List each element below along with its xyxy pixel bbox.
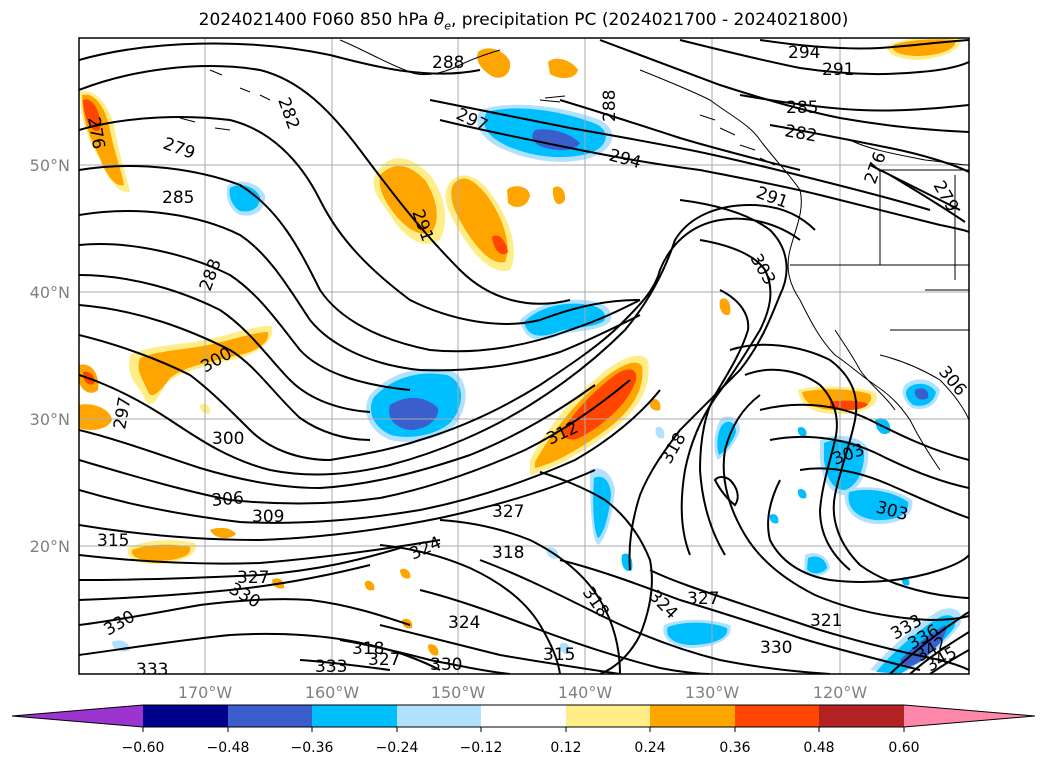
contour-label: 288	[432, 53, 464, 73]
contour-label: 300	[212, 429, 244, 449]
latitude-ticks: 50°N 40°N 30°N 20°N	[30, 156, 70, 556]
colorbar-bin	[819, 705, 904, 727]
colorbar-tick-label: 0.48	[803, 740, 834, 756]
lat-tick-label: 30°N	[30, 410, 70, 429]
contour-label: 285	[786, 98, 818, 118]
contour-label: 306	[211, 488, 245, 511]
contour-label: 282	[783, 121, 818, 146]
contour-label: 324	[644, 586, 681, 623]
lon-tick-label: 140°W	[558, 683, 613, 702]
lat-tick-label: 40°N	[30, 283, 70, 302]
colorbar-bin	[312, 705, 397, 727]
colorbar-extend-high	[904, 705, 1035, 727]
contour-label: 327	[492, 502, 524, 522]
contour-label: 333	[315, 657, 347, 677]
contour-label: 276	[861, 149, 891, 186]
colorbar-tick-label: −0.60	[122, 740, 165, 756]
colorbar-bin	[228, 705, 312, 727]
contour-label: 324	[448, 613, 480, 633]
colorbar-extend-low	[12, 705, 143, 727]
colorbar-bin	[397, 705, 481, 727]
lat-tick-label: 50°N	[30, 156, 70, 175]
contour-label: 288	[600, 90, 620, 122]
contour-label: 291	[822, 60, 854, 80]
colorbar-tick-label: 0.12	[550, 740, 581, 756]
colorbar-tick-label: −0.36	[291, 740, 334, 756]
contour-label: 327	[368, 650, 400, 670]
lon-tick-label: 160°W	[305, 683, 360, 702]
contour-label: 327	[687, 589, 719, 609]
contour-label: 324	[407, 533, 445, 565]
colorbar-bin	[481, 705, 566, 727]
contour-label: 309	[252, 507, 284, 527]
colorbar-tick-label: 0.36	[719, 740, 750, 756]
precip-negative	[112, 104, 962, 674]
colorbar-tick-label: 0.24	[634, 740, 665, 756]
contour-label: 315	[97, 531, 129, 551]
colorbar-tick-label: −0.48	[207, 740, 250, 756]
colorbar-bin	[566, 705, 650, 727]
figure-title: 2024021400 F060 850 hPa θe, precipitatio…	[198, 10, 849, 33]
contour-label: 276	[83, 115, 108, 150]
colorbar-tick-label: −0.24	[376, 740, 419, 756]
colorbar-bin	[735, 705, 819, 727]
contour-label: 294	[788, 43, 820, 63]
colorbar-tick-label: 0.60	[888, 740, 919, 756]
contour-label: 279	[160, 134, 197, 164]
lon-tick-label: 150°W	[431, 683, 486, 702]
contour-label: 297	[110, 395, 135, 430]
contour-label: 318	[352, 639, 384, 659]
contour-label: 327	[237, 568, 269, 588]
contour-label: 318	[492, 543, 524, 563]
contour-label: 294	[607, 146, 644, 174]
precip-positive	[79, 38, 961, 656]
contour-label: 321	[810, 611, 842, 631]
contour-label: 330	[430, 655, 462, 675]
contour-label: 330	[101, 607, 139, 641]
map-frame	[78, 37, 970, 675]
longitude-ticks: 170°W 160°W 150°W 140°W 130°W 120°W	[178, 683, 868, 702]
colorbar-bin	[143, 705, 228, 727]
contour-label: 315	[543, 645, 575, 665]
colorbar-ticks	[142, 727, 905, 732]
lon-tick-label: 170°W	[178, 683, 233, 702]
lon-tick-label: 130°W	[685, 683, 740, 702]
contour-label: 282	[273, 95, 303, 132]
colorbar-bin	[650, 705, 735, 727]
map-content: 294 291 288 288 297 294 285 282 279 276 …	[79, 38, 970, 680]
contour-label: 333	[136, 660, 168, 680]
contour-label: 330	[760, 638, 792, 658]
contour-label: 285	[162, 188, 194, 208]
lat-tick-label: 20°N	[30, 537, 70, 556]
colorbar-tick-label: −0.12	[460, 740, 503, 756]
theta-e-contours	[79, 39, 969, 674]
contour-label: 306	[934, 362, 970, 400]
colorbar: −0.60 −0.48 −0.36 −0.24 −0.12 0.12 0.24 …	[11, 704, 1036, 756]
graticule	[79, 38, 969, 674]
lon-tick-label: 120°W	[813, 683, 868, 702]
